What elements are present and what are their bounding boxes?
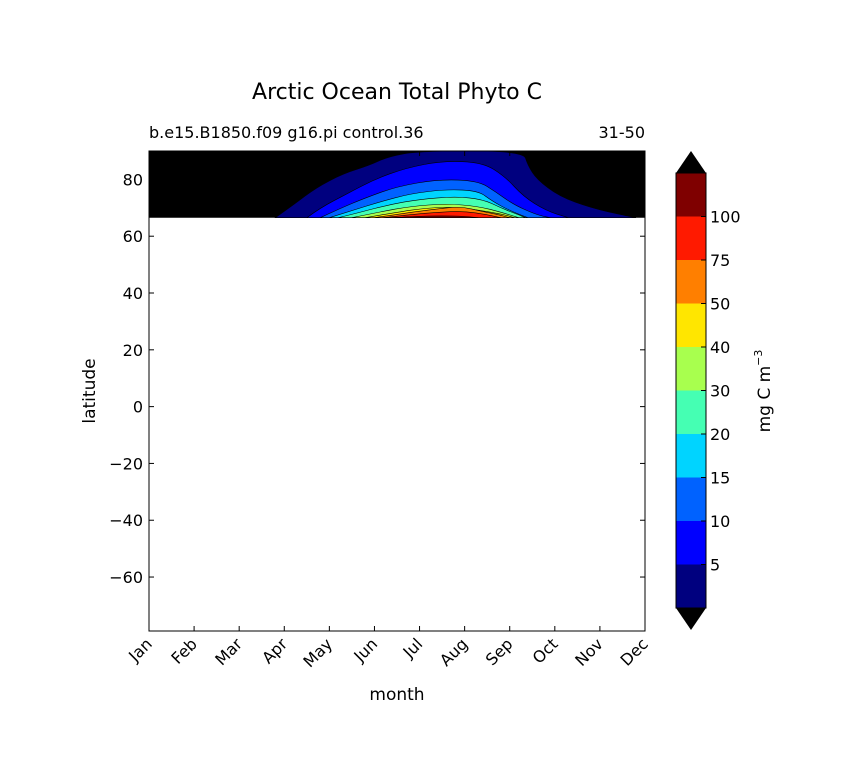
colorbar-label: mg C m−3	[752, 350, 775, 433]
x-tick-label: Nov	[571, 634, 607, 670]
x-tick-label: Feb	[167, 634, 200, 667]
colorbar-segment	[676, 216, 706, 260]
colorbar-tick-label: 5	[710, 556, 720, 575]
colorbar-segment	[676, 260, 706, 304]
x-tick-label: Apr	[258, 634, 291, 667]
colorbar-segment	[676, 390, 706, 434]
y-tick-label: −60	[109, 568, 143, 587]
x-tick-label: May	[299, 634, 336, 671]
colorbar-extend-bottom	[676, 608, 706, 630]
x-tick-label: Dec	[616, 634, 651, 669]
colorbar-segment	[676, 434, 706, 478]
colorbar-extend-top	[676, 151, 706, 173]
colorbar-label-sup: −3	[752, 350, 765, 366]
y-axis-label: latitude	[80, 358, 100, 423]
colorbar-tick-label: 15	[710, 469, 730, 488]
x-tick-label: Jul	[399, 634, 427, 662]
y-tick-label: 60	[123, 227, 143, 246]
y-axis-ticks: −60 −40 −20 0 20 40 60 80	[109, 170, 645, 587]
contour-region-100	[390, 215, 479, 218]
plot-area	[148, 150, 646, 632]
x-tick-label: Sep	[482, 634, 517, 669]
y-tick-label: 0	[133, 398, 143, 417]
colorbar-tick-label: 10	[710, 512, 730, 531]
x-tick-label: Jan	[124, 634, 156, 666]
colorbar-segment	[676, 173, 706, 217]
colorbar-segment	[676, 303, 706, 347]
chart-title: Arctic Ocean Total Phyto C	[252, 80, 542, 105]
chart-subtitle-left: b.e15.B1850.f09 g16.pi control.36	[149, 123, 424, 142]
colorbar-segment	[676, 521, 706, 565]
plot-background	[149, 151, 645, 631]
colorbar-label-base: mg C m	[755, 366, 775, 433]
x-tick-label: Oct	[529, 634, 562, 667]
colorbar: 5 10 15 20 30 40 50 75 100	[675, 151, 741, 630]
colorbar-segment	[676, 347, 706, 391]
colorbar-tick-label: 20	[710, 425, 730, 444]
y-tick-label: 80	[123, 170, 143, 189]
x-tick-label: Aug	[436, 634, 472, 670]
colorbar-tick-label: 40	[710, 338, 730, 357]
y-tick-label: −40	[109, 511, 143, 530]
colorbar-tick-label: 75	[710, 251, 730, 270]
plot-frame	[148, 150, 646, 632]
colorbar-tick-label: 100	[710, 208, 741, 227]
contour-field	[149, 151, 645, 218]
y-tick-label: 40	[123, 284, 143, 303]
colorbar-segment	[676, 477, 706, 521]
x-axis-label: month	[369, 685, 424, 705]
colorbar-tick-label: 50	[710, 295, 730, 314]
colorbar-tick-label: 30	[710, 382, 730, 401]
x-tick-label: Mar	[211, 634, 246, 669]
x-tick-label: Jun	[349, 634, 381, 666]
chart-subtitle-right: 31-50	[599, 123, 646, 142]
y-tick-label: 20	[123, 341, 143, 360]
contour-region-75	[383, 211, 501, 218]
y-tick-label: −20	[109, 454, 143, 473]
colorbar-segment	[676, 564, 706, 608]
